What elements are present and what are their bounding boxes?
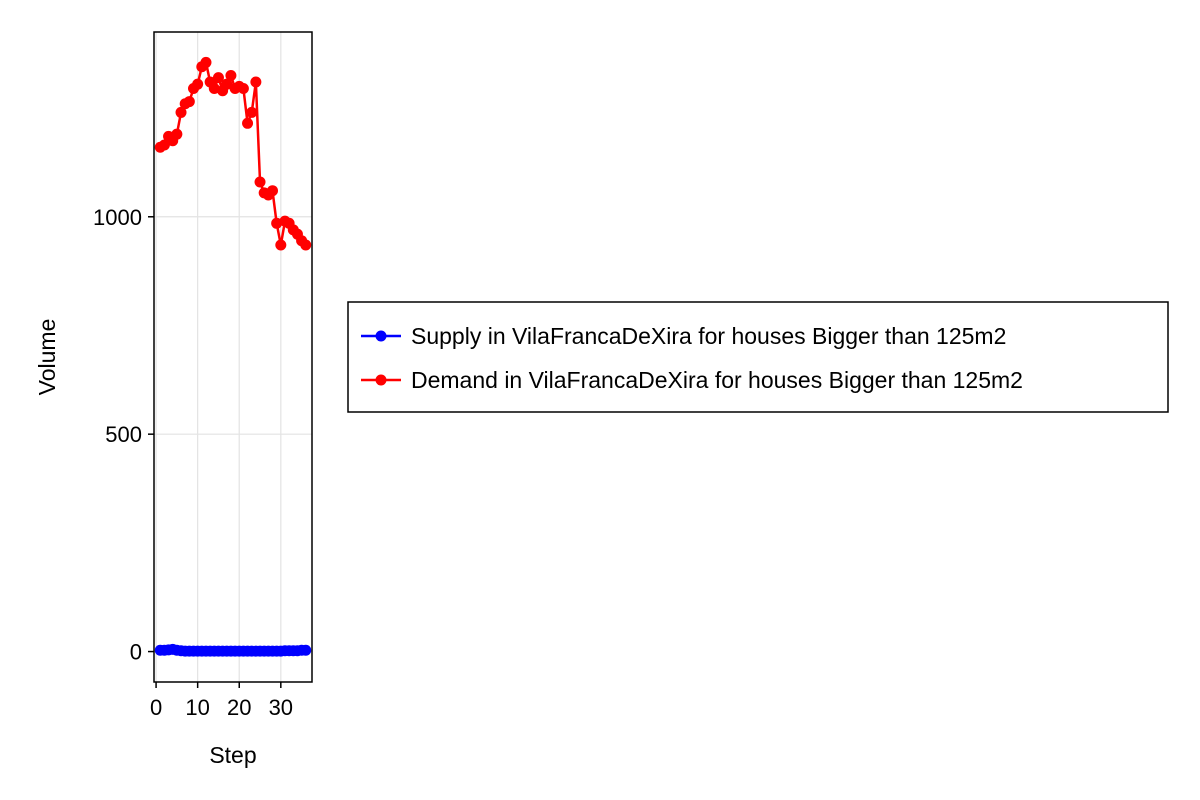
data-point xyxy=(225,69,237,81)
y-tick-label: 0 xyxy=(130,640,142,665)
y-tick-label: 500 xyxy=(105,422,142,447)
data-point xyxy=(158,139,170,151)
x-tick-label: 0 xyxy=(150,695,162,720)
plot-frame xyxy=(153,31,313,683)
data-point xyxy=(242,117,254,129)
data-point xyxy=(267,185,278,197)
data-point xyxy=(212,72,224,84)
legend-label: Supply in VilaFrancaDeXira for houses Bi… xyxy=(411,323,1006,349)
data-point xyxy=(237,83,249,95)
data-point xyxy=(300,644,312,656)
legend-item: Demand in VilaFrancaDeXira for houses Bi… xyxy=(361,367,1023,393)
legend-items: Supply in VilaFrancaDeXira for houses Bi… xyxy=(361,323,1023,393)
data-point xyxy=(192,78,204,90)
legend: Supply in VilaFrancaDeXira for houses Bi… xyxy=(347,301,1169,413)
y-axis-title: Volume xyxy=(34,319,60,396)
data-point xyxy=(275,239,287,251)
data-point xyxy=(171,128,183,140)
legend-marker xyxy=(375,330,387,342)
y-tick-label: 1000 xyxy=(93,205,142,230)
data-point xyxy=(250,76,262,88)
data-point xyxy=(246,106,258,118)
data-point xyxy=(254,176,266,188)
series-supply xyxy=(154,643,312,657)
legend-item: Supply in VilaFrancaDeXira for houses Bi… xyxy=(361,323,1006,349)
legend-marker xyxy=(375,374,387,386)
data-point xyxy=(208,83,220,95)
series-layer xyxy=(154,56,312,657)
x-axis: 0 10 20 30 xyxy=(150,682,293,720)
y-axis: 0 500 1000 xyxy=(93,205,154,665)
data-point xyxy=(221,78,233,90)
legend-label: Demand in VilaFrancaDeXira for houses Bi… xyxy=(411,367,1023,393)
data-point xyxy=(200,56,212,68)
legend-box xyxy=(347,301,1169,413)
data-point xyxy=(175,106,187,118)
data-point xyxy=(300,239,312,251)
data-point xyxy=(271,217,283,229)
x-tick-label: 20 xyxy=(227,695,251,720)
x-tick-label: 30 xyxy=(269,695,293,720)
series-demand xyxy=(154,56,312,251)
x-axis-title: Step xyxy=(209,742,256,768)
x-tick-label: 10 xyxy=(185,695,209,720)
data-point xyxy=(183,96,195,108)
